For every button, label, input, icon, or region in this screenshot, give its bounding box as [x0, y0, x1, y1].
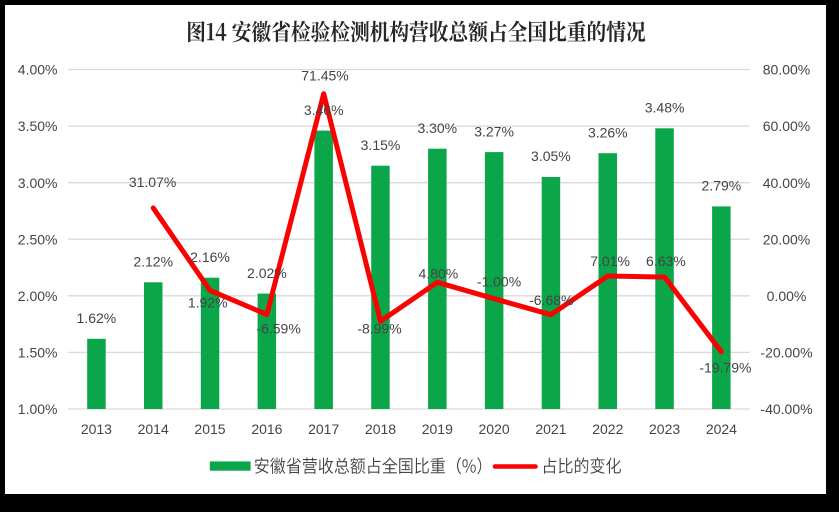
svg-text:2023: 2023 — [649, 421, 680, 437]
svg-text:1.50%: 1.50% — [18, 345, 58, 361]
svg-text:3.05%: 3.05% — [531, 148, 571, 164]
svg-text:-40.00%: -40.00% — [760, 401, 812, 417]
svg-text:0.00%: 0.00% — [767, 288, 807, 304]
svg-text:20.00%: 20.00% — [763, 231, 810, 247]
svg-text:3.30%: 3.30% — [417, 120, 457, 136]
svg-text:7.01%: 7.01% — [590, 253, 630, 269]
svg-text:2015: 2015 — [194, 421, 225, 437]
svg-text:2.79%: 2.79% — [702, 178, 742, 194]
svg-text:3.26%: 3.26% — [588, 124, 628, 140]
svg-text:3.50%: 3.50% — [18, 118, 58, 134]
svg-text:2013: 2013 — [81, 421, 112, 437]
svg-text:2022: 2022 — [592, 421, 623, 437]
svg-text:2017: 2017 — [308, 421, 339, 437]
svg-text:2020: 2020 — [479, 421, 510, 437]
svg-text:1.00%: 1.00% — [18, 401, 58, 417]
svg-text:1.62%: 1.62% — [77, 310, 117, 326]
svg-text:-20.00%: -20.00% — [760, 345, 812, 361]
svg-text:2.02%: 2.02% — [247, 265, 287, 281]
svg-text:3.15%: 3.15% — [361, 137, 401, 153]
svg-text:3.48%: 3.48% — [645, 100, 685, 116]
svg-text:40.00%: 40.00% — [763, 175, 810, 191]
svg-text:2.12%: 2.12% — [133, 254, 173, 270]
svg-text:-1.00%: -1.00% — [477, 273, 521, 289]
svg-text:2016: 2016 — [251, 421, 282, 437]
svg-text:71.45%: 71.45% — [301, 68, 348, 84]
svg-text:2019: 2019 — [422, 421, 453, 437]
svg-text:4.00%: 4.00% — [18, 62, 58, 78]
svg-text:3.00%: 3.00% — [18, 175, 58, 191]
svg-text:2021: 2021 — [535, 421, 566, 437]
svg-text:2.16%: 2.16% — [190, 249, 230, 265]
svg-text:1.92%: 1.92% — [188, 294, 228, 310]
svg-text:-6.68%: -6.68% — [529, 292, 573, 308]
svg-text:2014: 2014 — [138, 421, 169, 437]
svg-text:6.63%: 6.63% — [646, 253, 686, 269]
svg-text:2018: 2018 — [365, 421, 396, 437]
svg-text:3.27%: 3.27% — [474, 123, 514, 139]
svg-text:2.00%: 2.00% — [18, 288, 58, 304]
svg-text:60.00%: 60.00% — [763, 118, 810, 134]
svg-text:-8.99%: -8.99% — [357, 321, 401, 337]
svg-text:31.07%: 31.07% — [129, 174, 176, 190]
svg-text:4.80%: 4.80% — [419, 266, 459, 282]
svg-text:-19.79%: -19.79% — [699, 360, 751, 376]
svg-text:2024: 2024 — [706, 421, 737, 437]
svg-text:80.00%: 80.00% — [763, 62, 810, 78]
svg-text:3.46%: 3.46% — [304, 102, 344, 118]
svg-text:2.50%: 2.50% — [18, 231, 58, 247]
svg-text:-6.59%: -6.59% — [256, 321, 300, 337]
